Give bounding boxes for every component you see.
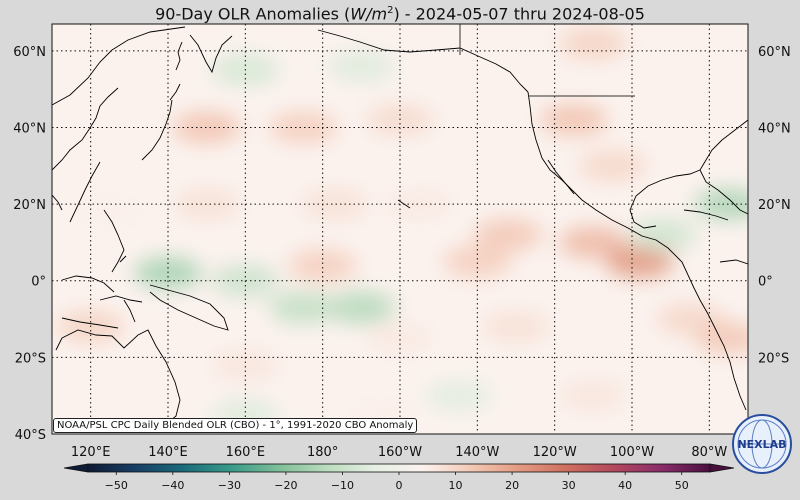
latitude-label-left: 60°N — [13, 45, 46, 60]
colorbar-tick-label: 10 — [449, 479, 463, 492]
latitude-label-right: 20°N — [758, 198, 791, 213]
anomaly-blob — [474, 218, 543, 251]
anomaly-blob — [385, 188, 454, 221]
anomaly-blob — [443, 245, 512, 278]
coastline-gulf-mexico — [629, 169, 701, 229]
longitude-label: 120°E — [71, 445, 111, 460]
colorbar-min-arrow — [63, 463, 89, 473]
coastline-indonesia — [61, 275, 143, 329]
coastline-baja — [547, 159, 575, 195]
anomaly-blob — [424, 379, 492, 412]
anomaly-blob — [172, 188, 241, 221]
longitude-label: 100°W — [610, 445, 654, 460]
anomaly-blob — [269, 111, 338, 144]
anomaly-blob — [540, 103, 608, 136]
nexlab-logo-text: NEXLAB — [737, 438, 786, 451]
latitude-label-right: 20°S — [758, 351, 789, 366]
longitude-label: 180° — [307, 445, 338, 460]
nexlab-logo: NEXLAB — [732, 414, 792, 474]
longitude-label: 160°W — [378, 445, 422, 460]
longitude-labels: 120°E 140°E 160°E 180° 160°W 140°W 120°W 100°W 8… — [71, 445, 728, 460]
anomaly-blob — [482, 310, 550, 343]
anomaly-blob — [327, 291, 396, 324]
anomaly-blob — [76, 195, 144, 228]
anomaly-blob — [300, 188, 369, 221]
colorbar-max-arrow — [709, 463, 735, 473]
latitude-label-right: 40°N — [758, 121, 791, 136]
coastline-south-america — [687, 259, 748, 411]
anomaly-blob — [559, 379, 628, 412]
coastline-asia — [52, 26, 186, 223]
coastline-philippines — [103, 209, 127, 273]
coastline-japan — [141, 41, 183, 161]
colorbar-tick-label: 20 — [505, 479, 519, 492]
colorbar-tick-label: 0 — [396, 479, 403, 492]
latitude-label-left: 40°S — [15, 428, 46, 443]
coastline-australia — [55, 329, 181, 431]
anomaly-blob — [694, 322, 748, 355]
anomaly-blob — [605, 245, 674, 278]
latitude-label-left: 20°N — [13, 198, 46, 213]
anomaly-blob — [694, 188, 748, 221]
map-frame — [51, 23, 749, 435]
colorbar-tick-label: −30 — [218, 479, 241, 492]
graticule — [52, 24, 748, 434]
longitude-label: 140°W — [455, 445, 499, 460]
longitude-label: 160°E — [226, 445, 266, 460]
colorbar-bar — [87, 463, 711, 473]
colorbar-tick-label: −50 — [105, 479, 128, 492]
colorbar: −50 −40 −30 −20 −10 0 10 20 30 40 50 — [63, 463, 735, 492]
latitude-label-left: 20°S — [15, 351, 46, 366]
latitude-label-right: 60°N — [758, 45, 791, 60]
colorbar-tick-label: −10 — [331, 479, 354, 492]
anomaly-blob — [327, 50, 396, 83]
anomaly-blob — [628, 218, 697, 251]
colorbar-tick-label: 40 — [618, 479, 632, 492]
coastline-alaska — [317, 29, 529, 93]
longitude-label: 120°W — [533, 445, 577, 460]
longitude-label: 80°W — [691, 445, 727, 460]
coastline-kamchatka — [189, 34, 233, 74]
colorbar-tick-label: −20 — [274, 479, 297, 492]
anomaly-blob — [559, 27, 628, 60]
latitude-label-right: 0° — [758, 275, 773, 290]
anomaly-blob — [288, 249, 357, 282]
anomaly-blob — [366, 322, 434, 355]
colorbar-tick-label: −40 — [161, 479, 184, 492]
map-title: 90-Day OLR Anomalies (W/m2) - 2024-05-07… — [155, 4, 645, 24]
colorbar-tick-label: 50 — [675, 479, 689, 492]
anomaly-blob — [559, 226, 628, 259]
coastline-cuba — [683, 209, 729, 221]
anomaly-blob — [134, 257, 202, 290]
latitude-label-left: 40°N — [13, 121, 46, 136]
data-source-label: NOAA/PSL CPC Daily Blended OLR (CBO) - 1… — [53, 418, 418, 433]
coastline-new-guinea — [149, 284, 229, 331]
anomaly-blob — [578, 149, 647, 182]
anomaly-blob — [172, 111, 241, 144]
longitude-label: 140°E — [148, 445, 188, 460]
latitude-label-left: 0° — [31, 275, 46, 290]
colorbar-tick-label: 30 — [562, 479, 576, 492]
coastline-north-america-west — [527, 91, 689, 276]
anomaly-blob — [269, 291, 338, 324]
